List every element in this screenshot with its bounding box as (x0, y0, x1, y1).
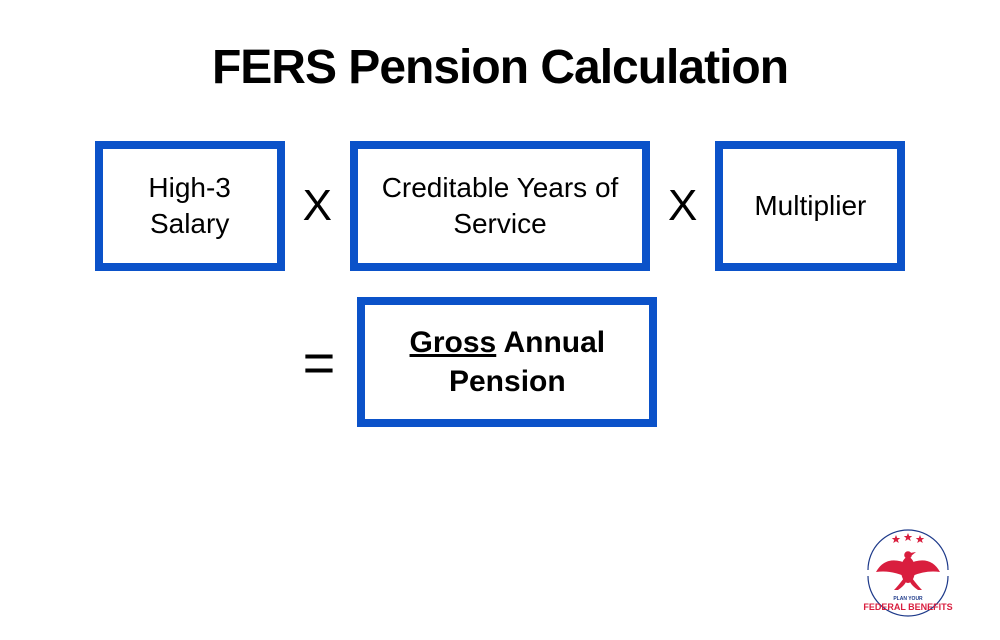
logo-text-bottom: FEDERAL BENEFITS (863, 602, 952, 612)
page-title: FERS Pension Calculation (0, 40, 1000, 95)
box-multiplier-label: Multiplier (754, 188, 866, 224)
box-high3-label: High-3 Salary (111, 170, 269, 243)
box-years: Creditable Years of Service (350, 141, 650, 271)
result-text: Gross Annual Pension (365, 323, 649, 401)
box-high3: High-3 Salary (95, 141, 285, 271)
formula-row: High-3 Salary X Creditable Years of Serv… (0, 141, 1000, 271)
operator-times-2: X (668, 181, 697, 231)
operator-times-1: X (303, 181, 332, 231)
result-row: = Gross Annual Pension (0, 297, 1000, 427)
result-underlined: Gross (410, 326, 497, 359)
equals-sign: = (303, 330, 336, 395)
box-years-label: Creditable Years of Service (366, 170, 634, 243)
box-multiplier: Multiplier (715, 141, 905, 271)
box-result: Gross Annual Pension (357, 297, 657, 427)
brand-logo: PLAN YOUR FEDERAL BENEFITS (848, 528, 968, 618)
eagle-logo-icon: PLAN YOUR FEDERAL BENEFITS (848, 528, 968, 618)
